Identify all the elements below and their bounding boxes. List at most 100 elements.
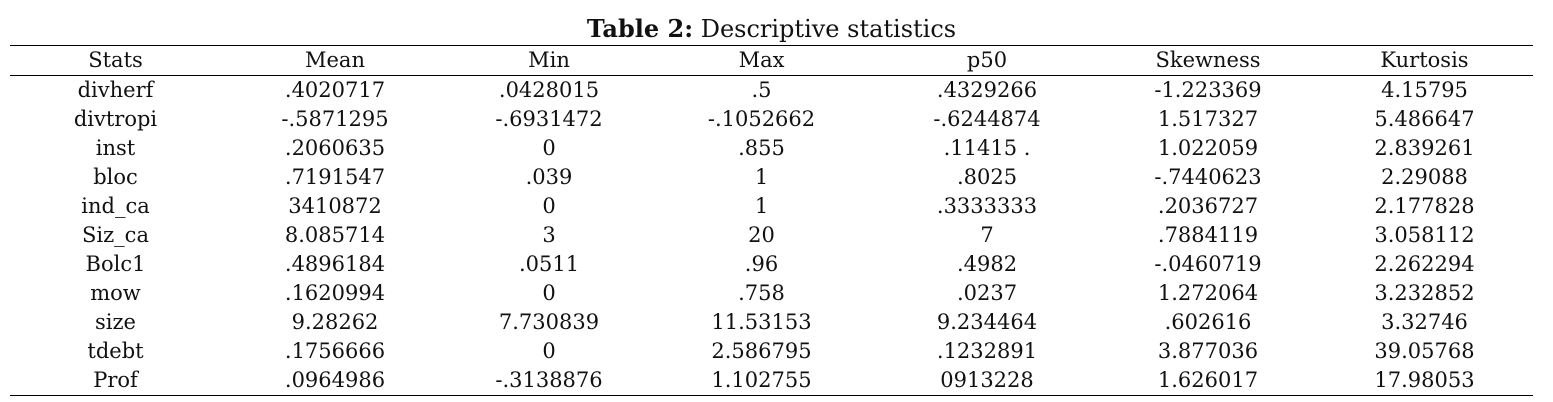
cell-max: .5 <box>751 78 772 102</box>
cell-stats: tdebt <box>87 339 144 363</box>
cell-p50: .3333333 <box>936 194 1038 218</box>
table-row: bloc .7191547 .039 1 .8025 -.7440623 2.29088 <box>10 163 1533 192</box>
cell-p50: 9.234464 <box>936 310 1038 334</box>
table-row: tdebt .1756666 0 2.586795 .1232891 3.877036 39… <box>10 337 1533 366</box>
cell-min: .039 <box>525 165 573 189</box>
cell-min: 0 <box>542 281 556 305</box>
cell-max: 2.586795 <box>711 339 812 363</box>
table-row: divherf .4020717 .0428015 .5 .4329266 -1.2233… <box>10 76 1533 106</box>
cell-mean: .1620994 <box>284 281 386 305</box>
cell-stats: divtropi <box>73 107 158 131</box>
descriptive-statistics-table-container: Stats Mean Min Max p50 Skewness Kurtosis… <box>10 45 1533 396</box>
header-mean: Mean <box>305 48 365 72</box>
cell-mean: 3410872 <box>288 194 382 218</box>
cell-mean: 9.28262 <box>291 310 379 334</box>
cell-min: 0 <box>542 136 556 160</box>
table-row: Siz_ca 8.085714 3 20 7 .7884119 3.058112 <box>10 221 1533 250</box>
cell-skewness: .7884119 <box>1157 223 1259 247</box>
cell-mean: .7191547 <box>284 165 386 189</box>
cell-mean: .4896184 <box>284 252 386 276</box>
header-row: Stats Mean Min Max p50 Skewness Kurtosis <box>10 45 1533 76</box>
caption-title: Descriptive statistics <box>700 15 957 43</box>
cell-skewness: .2036727 <box>1157 194 1259 218</box>
cell-p50: .4982 <box>956 252 1018 276</box>
cell-min: .0428015 <box>498 78 600 102</box>
cell-skewness: -1.223369 <box>1154 78 1262 102</box>
cell-p50: .1232891 <box>936 339 1038 363</box>
table-body: divherf .4020717 .0428015 .5 .4329266 -1.2233… <box>10 76 1533 396</box>
cell-kurtosis: 5.486647 <box>1374 107 1475 131</box>
cell-stats: Bolc1 <box>85 252 146 276</box>
cell-max: 20 <box>748 223 775 247</box>
cell-max: 1 <box>754 165 769 189</box>
header-kurtosis: Kurtosis <box>1380 48 1469 72</box>
cell-p50: 0913228 <box>940 368 1034 392</box>
cell-kurtosis: 2.839261 <box>1374 136 1475 160</box>
caption-label: Table 2: <box>586 14 694 43</box>
cell-max: 11.53153 <box>711 310 812 334</box>
table-header: Stats Mean Min Max p50 Skewness Kurtosis <box>10 45 1533 76</box>
cell-kurtosis: 2.177828 <box>1374 194 1475 218</box>
cell-stats: bloc <box>93 165 138 189</box>
cell-min: 7.730839 <box>498 310 600 334</box>
cell-min: .0511 <box>518 252 580 276</box>
cell-max: .855 <box>738 136 785 160</box>
cell-kurtosis: 3.232852 <box>1374 281 1475 305</box>
cell-skewness: 1.626017 <box>1157 368 1259 392</box>
cell-max: .758 <box>738 281 785 305</box>
cell-max: .96 <box>744 252 779 276</box>
header-skewness: Skewness <box>1155 48 1261 72</box>
cell-kurtosis: 3.32746 <box>1381 310 1468 334</box>
cell-max: -.1052662 <box>707 107 816 131</box>
cell-kurtosis: 17.98053 <box>1374 368 1475 392</box>
table-row: divtropi -.5871295 -.6931472 -.1052662 -.624… <box>10 105 1533 134</box>
table-row: Prof .0964986 -.3138876 1.102755 0913228 1.62… <box>10 366 1533 396</box>
cell-stats: Prof <box>93 368 138 392</box>
cell-stats: divherf <box>77 78 154 102</box>
cell-p50: .8025 <box>956 165 1018 189</box>
cell-skewness: 1.272064 <box>1157 281 1259 305</box>
table-row: inst .2060635 0 .855 .11415 . 1.022059 2.83926… <box>10 134 1533 163</box>
cell-max: 1 <box>754 194 769 218</box>
cell-mean: .2060635 <box>284 136 386 160</box>
cell-mean: .4020717 <box>284 78 386 102</box>
cell-skewness: 1.517327 <box>1157 107 1259 131</box>
cell-stats: Siz_ca <box>82 223 149 247</box>
table-row: size 9.28262 7.730839 11.53153 9.234464 .6026… <box>10 308 1533 337</box>
cell-p50: .11415 . <box>943 136 1031 160</box>
cell-kurtosis: 39.05768 <box>1374 339 1475 363</box>
cell-min: 3 <box>542 223 556 247</box>
table-row: Bolc1 .4896184 .0511 .96 .4982 -.0460719 2.262… <box>10 250 1533 279</box>
cell-min: -.3138876 <box>495 368 603 392</box>
header-max: Max <box>738 48 785 72</box>
cell-p50: .0237 <box>956 281 1018 305</box>
cell-stats: inst <box>95 136 136 160</box>
cell-mean: 8.085714 <box>284 223 386 247</box>
cell-mean: .0964986 <box>284 368 386 392</box>
cell-min: 0 <box>542 194 556 218</box>
cell-stats: size <box>95 310 136 334</box>
cell-min: -.6931472 <box>495 107 603 131</box>
cell-stats: mow <box>90 281 141 305</box>
header-min: Min <box>528 48 570 72</box>
table-row: ind_ca 3410872 0 1 .3333333 .2036727 2.177828 <box>10 192 1533 221</box>
header-stats: Stats <box>88 48 143 72</box>
cell-p50: -.6244874 <box>933 107 1041 131</box>
cell-min: 0 <box>542 339 556 363</box>
table-row: mow .1620994 0 .758 .0237 1.272064 3.232852 <box>10 279 1533 308</box>
descriptive-statistics-table: Stats Mean Min Max p50 Skewness Kurtosis… <box>10 45 1533 396</box>
cell-kurtosis: 4.15795 <box>1381 78 1468 102</box>
cell-max: 1.102755 <box>711 368 812 392</box>
cell-skewness: -.0460719 <box>1154 252 1262 276</box>
header-p50: p50 <box>966 48 1008 72</box>
cell-kurtosis: 2.262294 <box>1374 252 1475 276</box>
cell-kurtosis: 2.29088 <box>1381 165 1468 189</box>
cell-skewness: .602616 <box>1164 310 1252 334</box>
cell-p50: .4329266 <box>936 78 1038 102</box>
cell-kurtosis: 3.058112 <box>1374 223 1475 247</box>
cell-skewness: 1.022059 <box>1157 136 1259 160</box>
table-caption: Table 2: Descriptive statistics <box>0 14 1543 44</box>
cell-mean: -.5871295 <box>281 107 389 131</box>
cell-skewness: 3.877036 <box>1157 339 1259 363</box>
cell-skewness: -.7440623 <box>1154 165 1262 189</box>
